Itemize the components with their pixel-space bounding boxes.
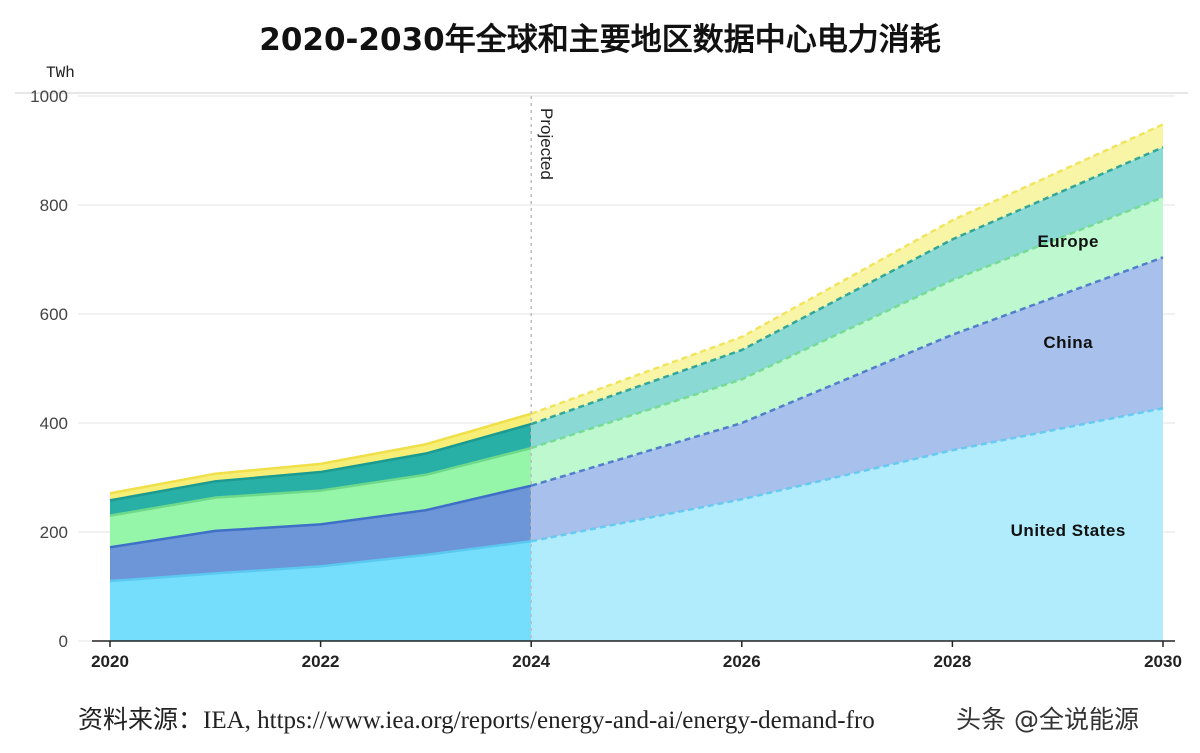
area-layer (110, 124, 1163, 641)
x-tick-label: 2024 (512, 652, 550, 671)
x-tick-label: 2030 (1144, 652, 1182, 671)
area-historical-series-5 (110, 413, 532, 501)
series-line-historical (109, 484, 532, 549)
series-label: Europe (1037, 232, 1099, 251)
series-line-projected (530, 196, 1164, 450)
series-line-projected (530, 407, 1164, 543)
label-layer: Projected United States China Europe (530, 96, 1126, 641)
series-line-historical (109, 412, 532, 495)
area-historical-united-states (110, 541, 532, 641)
series-line-projected (530, 256, 1164, 487)
area-projected-series-5 (531, 124, 1163, 425)
y-tick-label: 600 (40, 305, 68, 324)
series-line-projected (530, 123, 1164, 415)
series-line-historical (109, 422, 532, 502)
watermark: 头条 @全说能源 (956, 705, 1139, 734)
y-tick-label: 1000 (30, 87, 68, 106)
x-tick-label: 2020 (91, 652, 129, 671)
line-layer (109, 123, 1164, 583)
series-label: China (1043, 333, 1093, 352)
area-historical-europe (110, 448, 532, 548)
chart-title: 2020-2030年全球和主要地区数据中心电力消耗 (259, 22, 941, 58)
series-line-historical (109, 446, 532, 517)
y-axis-label: TWh (46, 64, 75, 82)
projection-label: Projected (537, 108, 556, 180)
area-historical-china (110, 485, 532, 582)
source-note: 资料来源：IEA, https://www.iea.org/reports/en… (78, 707, 875, 734)
series-label: United States (1011, 521, 1126, 540)
axis-layer: 0 200 400 600 800 1000 TWh 2020 2022 2024 2026 2028… (30, 64, 1182, 671)
series-line-historical (109, 540, 532, 583)
y-tick-label: 800 (40, 196, 68, 215)
area-projected-china (531, 257, 1163, 542)
series-line-projected (530, 146, 1164, 426)
area-projected-united-states (531, 408, 1163, 641)
area-projected-europe (531, 197, 1163, 486)
area-historical-series-4 (110, 424, 532, 516)
y-tick-label: 200 (40, 523, 68, 542)
area-projected-series-4 (531, 147, 1163, 449)
x-tick-label: 2028 (933, 652, 971, 671)
y-tick-label: 400 (40, 414, 68, 433)
y-tick-label: 0 (59, 632, 68, 651)
x-tick-label: 2026 (723, 652, 761, 671)
x-tick-label: 2022 (302, 652, 340, 671)
